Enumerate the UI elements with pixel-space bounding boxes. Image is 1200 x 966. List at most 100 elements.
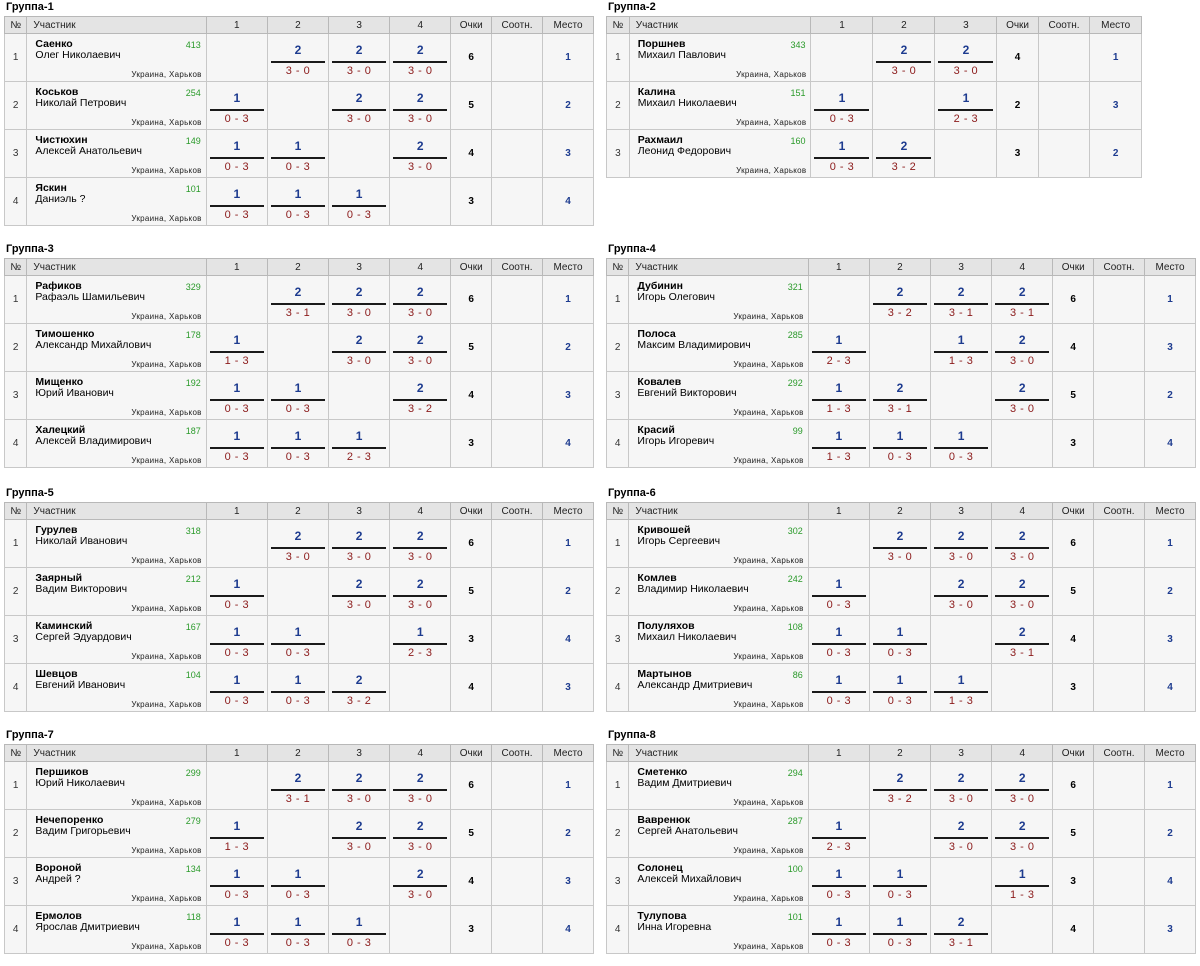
match-points: 1 bbox=[835, 381, 843, 395]
col-header-ratio: Соотн. bbox=[1037, 16, 1091, 34]
match-divider bbox=[332, 61, 387, 63]
col-header-points: Очки bbox=[1052, 502, 1095, 520]
points-value: 6 bbox=[450, 761, 493, 810]
match-result-cell: 1 0 - 3 bbox=[807, 615, 870, 664]
col-header-opponent: 2 bbox=[266, 502, 330, 520]
match-divider bbox=[934, 351, 989, 353]
player-fullname: Андрей ? bbox=[35, 873, 81, 885]
col-header-participant: Участник bbox=[628, 16, 812, 34]
ratio-value bbox=[1093, 663, 1145, 712]
match-points: 2 bbox=[1018, 285, 1026, 299]
match-result: 2 3 - 0 bbox=[329, 810, 389, 857]
match-result-cell: 2 3 - 0 bbox=[389, 81, 452, 130]
match-points: 2 bbox=[294, 529, 302, 543]
participant-cell: Вороной Андрей ? 134 Украина, Харьков bbox=[26, 857, 207, 906]
match-result: 1 0 - 3 bbox=[809, 906, 869, 953]
col-header-place: Место bbox=[542, 744, 594, 762]
match-result-cell: 2 3 - 0 bbox=[934, 33, 998, 82]
header-row: № Участник 1 2 3 4 Очки Соотн. Место bbox=[605, 502, 1196, 520]
participant-cell: Солонец Алексей Михайлович 100 Украина, Хар… bbox=[628, 857, 809, 906]
ratio-value bbox=[491, 519, 543, 568]
match-result-cell: 2 3 - 0 bbox=[991, 323, 1054, 372]
points-value: 3 bbox=[1052, 663, 1095, 712]
match-points: 1 bbox=[835, 625, 843, 639]
player-row: 1 Сметенко Вадим Дмитриевич 294 Украина, Хар… bbox=[605, 761, 1196, 810]
match-result-cell: 1 0 - 3 bbox=[205, 81, 268, 130]
player-fullname: Даниэль ? bbox=[35, 193, 86, 205]
col-header-participant: Участник bbox=[628, 258, 809, 276]
match-divider bbox=[393, 399, 448, 401]
player-row: 3 Солонец Алексей Михайлович 100 Украина, Ха… bbox=[605, 857, 1196, 906]
match-result: 2 3 - 2 bbox=[873, 130, 934, 177]
player-rating: 318 bbox=[185, 526, 201, 536]
match-result: 1 1 - 3 bbox=[809, 372, 869, 419]
participant-cell: Шевцов Евгений Иванович 104 Украина, Харько… bbox=[26, 663, 207, 712]
match-result: 1 0 - 3 bbox=[207, 568, 267, 615]
match-result: 1 0 - 3 bbox=[207, 616, 267, 663]
match-score: 0 - 3 bbox=[224, 451, 250, 463]
player-city: Украина, Харьков bbox=[131, 556, 202, 565]
group-table: № Участник 1 2 3 4 Очки Соотн. Место 1 Рафиков Рафа… bbox=[3, 258, 594, 468]
player-row: 1 Кривошей Игорь Сергеевич 302 Украина, Харь… bbox=[605, 519, 1196, 568]
match-divider bbox=[934, 595, 989, 597]
match-points: 1 bbox=[962, 91, 970, 105]
match-divider bbox=[995, 351, 1050, 353]
match-result-cell: 2 3 - 0 bbox=[328, 33, 391, 82]
player-surname: Ковалев bbox=[637, 376, 682, 388]
self-match-cell bbox=[930, 615, 993, 664]
place-value: 4 bbox=[1144, 857, 1196, 906]
match-points: 1 bbox=[835, 673, 843, 687]
match-divider bbox=[872, 399, 928, 401]
match-score: 2 - 3 bbox=[953, 113, 979, 125]
row-number: 1 bbox=[3, 275, 28, 324]
player-surname: Рахмаил bbox=[637, 134, 683, 146]
match-result-cell: 1 0 - 3 bbox=[807, 905, 870, 954]
col-header-num: № bbox=[3, 258, 28, 276]
match-points: 2 bbox=[294, 43, 302, 57]
player-city: Украина, Харьков bbox=[733, 846, 804, 855]
match-result-cell: 1 0 - 3 bbox=[205, 615, 268, 664]
col-header-ratio: Соотн. bbox=[491, 502, 543, 520]
match-divider bbox=[872, 303, 928, 305]
match-result-cell: 1 0 - 3 bbox=[328, 177, 391, 226]
self-match-cell bbox=[991, 419, 1054, 468]
match-result: 2 3 - 0 bbox=[390, 324, 450, 371]
place-value: 3 bbox=[1089, 81, 1142, 130]
match-result: 2 3 - 0 bbox=[390, 276, 450, 323]
match-points: 2 bbox=[900, 139, 908, 153]
player-row: 2 Заярный Вадим Викторович 212 Украина, Харь… bbox=[3, 567, 594, 616]
ratio-value bbox=[491, 129, 543, 178]
match-points: 1 bbox=[835, 867, 843, 881]
match-score: 0 - 3 bbox=[948, 451, 974, 463]
match-points: 1 bbox=[957, 429, 965, 443]
points-value: 5 bbox=[450, 809, 493, 858]
col-header-place: Место bbox=[1089, 16, 1142, 34]
player-row: 1 Першиков Юрий Николаевич 299 Украина, Харь… bbox=[3, 761, 594, 810]
match-score: 3 - 0 bbox=[407, 65, 433, 77]
match-points: 2 bbox=[416, 529, 424, 543]
player-surname: Шевцов bbox=[35, 668, 78, 680]
player-rating: 292 bbox=[787, 378, 803, 388]
col-header-ratio: Соотн. bbox=[491, 16, 543, 34]
participant-cell: Чистюхин Алексей Анатольевич 149 Украина, Х… bbox=[26, 129, 207, 178]
match-divider bbox=[209, 157, 264, 159]
match-score: 0 - 3 bbox=[285, 403, 311, 415]
self-match-cell bbox=[328, 615, 391, 664]
row-number: 1 bbox=[606, 33, 630, 82]
match-points: 2 bbox=[1018, 333, 1026, 347]
player-city: Украина, Харьков bbox=[733, 556, 804, 565]
match-divider bbox=[393, 351, 448, 353]
points-value: 4 bbox=[450, 857, 493, 906]
participant-cell: Красий Игорь Игоревич 99 Украина, Харьков bbox=[628, 419, 809, 468]
points-value: 5 bbox=[450, 323, 493, 372]
player-fullname: Сергей Эдуардович bbox=[35, 631, 132, 643]
match-result-cell: 2 3 - 1 bbox=[930, 905, 993, 954]
match-divider bbox=[811, 447, 866, 449]
player-fullname: Алексей Владимирович bbox=[35, 435, 152, 447]
match-divider bbox=[209, 447, 264, 449]
ratio-value bbox=[1037, 129, 1091, 178]
player-surname: Рафиков bbox=[35, 280, 82, 292]
match-result: 2 3 - 0 bbox=[992, 762, 1052, 809]
self-match-cell bbox=[205, 275, 268, 324]
ratio-value bbox=[491, 371, 543, 420]
